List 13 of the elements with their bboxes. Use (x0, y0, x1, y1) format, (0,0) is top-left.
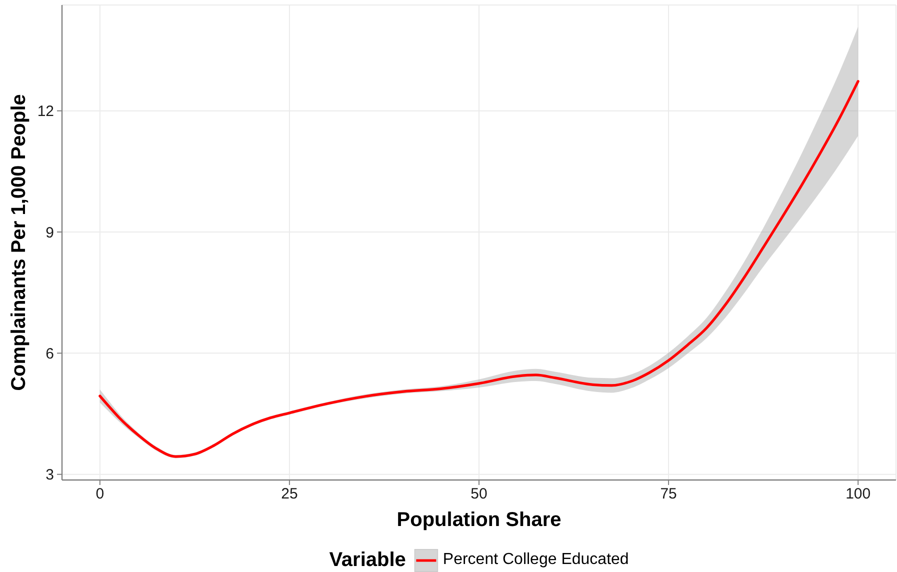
x-tick-label: 50 (470, 486, 488, 503)
y-tick-label: 3 (46, 466, 54, 484)
legend-title: Variable (329, 548, 406, 572)
y-tick-label: 9 (46, 224, 54, 242)
x-tick-label: 25 (281, 486, 298, 503)
x-tick-label: 0 (96, 486, 104, 503)
x-tick-label: 100 (846, 486, 871, 503)
y-tick-label: 12 (37, 103, 54, 120)
y-axis-title: Complainants Per 1,000 People (8, 94, 30, 391)
x-tick-label: 75 (660, 486, 677, 503)
y-tick-label: 6 (46, 345, 54, 362)
legend-label: Percent College Educated (442, 551, 629, 569)
x-axis-title: Population Share (396, 509, 562, 531)
